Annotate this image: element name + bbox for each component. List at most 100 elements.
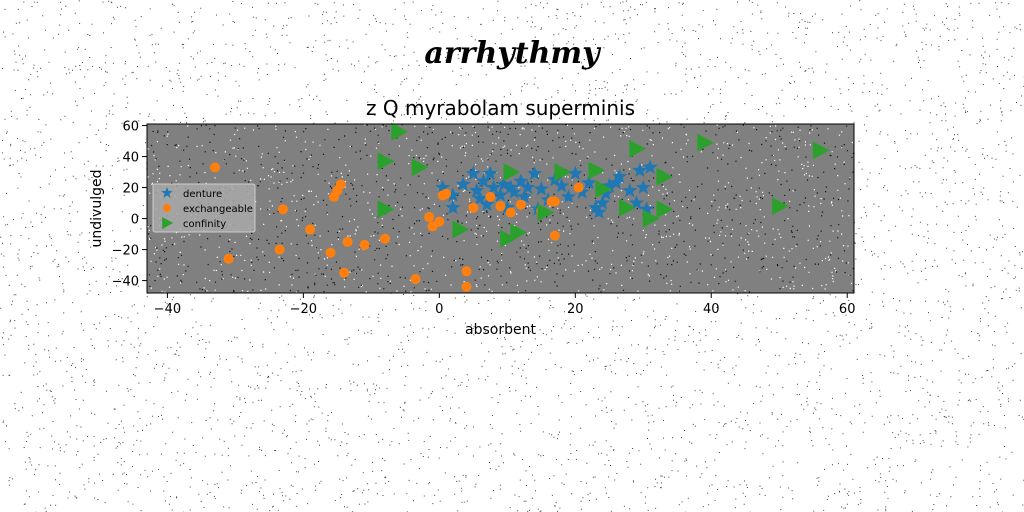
y-tick-label: −40 — [112, 275, 139, 290]
denture-point — [639, 201, 655, 216]
legend: denture exchangeable confinity — [152, 183, 256, 233]
denture-point — [611, 168, 628, 184]
figure-suptitle: arrhythmy — [424, 36, 600, 71]
exchangeable-point — [223, 253, 234, 264]
exchangeable-point — [410, 274, 421, 285]
legend-label-confinity: confinity — [183, 219, 226, 230]
denture-point — [554, 178, 570, 193]
x-tick-label: −20 — [290, 302, 317, 317]
confinity-point — [377, 200, 395, 219]
legend-label-exchangeable: exchangeable — [183, 204, 253, 215]
exchangeable-point — [549, 230, 560, 241]
exchangeable-point — [573, 182, 584, 193]
denture-point — [469, 182, 485, 198]
confinity-point — [619, 198, 636, 217]
y-tick-label: 20 — [122, 182, 139, 197]
denture-point — [503, 179, 519, 194]
confinity-point — [595, 180, 612, 199]
denture-point — [482, 165, 498, 181]
denture-point — [533, 181, 549, 196]
denture-point — [520, 179, 536, 194]
denture-point — [486, 179, 502, 194]
exchangeable-point — [434, 216, 445, 227]
denture-point — [475, 173, 492, 188]
x-tick-label: −40 — [154, 302, 181, 317]
plot-frame — [146, 123, 855, 294]
exchangeable-point — [325, 247, 336, 258]
denture-point — [574, 184, 590, 199]
confinity-point — [503, 163, 521, 182]
denture-point — [591, 204, 607, 219]
legend-marker-confinity — [162, 217, 174, 229]
confinity-point — [500, 229, 517, 248]
denture-point — [632, 162, 648, 177]
denture-point — [594, 195, 611, 210]
denture-point — [455, 176, 471, 191]
x-tick-label: 20 — [567, 302, 584, 317]
denture-point — [472, 190, 488, 205]
denture-point — [435, 179, 451, 194]
exchangeable-point — [342, 236, 353, 247]
exchangeable-point — [468, 202, 479, 213]
x-axis: −40 −20 0 20 40 60 — [154, 293, 856, 317]
confinity-point — [510, 223, 527, 242]
x-tick-label: 0 — [435, 302, 443, 317]
confinity-point — [588, 161, 606, 180]
exchangeable-point — [274, 244, 285, 255]
confinity-point — [772, 197, 789, 216]
y-axis: −40 −20 0 20 40 60 — [112, 120, 147, 290]
confinity-point — [537, 203, 555, 222]
exchangeable-point — [461, 281, 472, 292]
denture-point — [567, 165, 583, 181]
denture-point — [513, 173, 529, 188]
denture-point — [492, 187, 509, 202]
confinity-point — [377, 152, 395, 171]
confinity-point — [697, 133, 714, 152]
x-axis-label: absorbent — [465, 322, 536, 338]
confinity-point — [656, 167, 674, 186]
exchangeable-point — [495, 201, 506, 212]
denture-point — [516, 188, 532, 204]
exchangeable-point — [277, 204, 288, 215]
y-tick-label: 60 — [122, 120, 139, 135]
denture-point — [496, 176, 512, 191]
confinity-point — [656, 200, 674, 219]
confinity-point — [554, 163, 572, 182]
confinity-point — [629, 139, 646, 158]
y-tick-label: 0 — [131, 213, 139, 228]
data-marks — [209, 122, 830, 292]
confinity-point — [411, 158, 429, 177]
denture-point — [628, 195, 645, 210]
denture-point — [445, 199, 461, 215]
y-axis-label: undivulged — [89, 170, 105, 248]
exchangeable-point — [305, 224, 316, 235]
denture-point — [598, 185, 614, 201]
denture-point — [479, 196, 495, 212]
confinity-point — [812, 141, 830, 160]
legend-label-denture: denture — [183, 189, 222, 200]
denture-point — [465, 165, 481, 181]
legend-marker-exchangeable — [163, 204, 171, 212]
denture-point — [499, 199, 515, 215]
denture-point — [581, 174, 597, 190]
legend-marker-denture — [161, 187, 173, 198]
denture-point — [642, 159, 658, 174]
series-confinity — [377, 122, 830, 248]
denture-point — [526, 165, 543, 181]
exchangeable-point — [549, 196, 560, 207]
denture-point — [588, 199, 604, 215]
exchangeable-point — [485, 191, 496, 202]
x-tick-label: 60 — [839, 302, 856, 317]
denture-point — [635, 179, 651, 194]
y-tick-label: 40 — [122, 151, 139, 166]
exchangeable-point — [359, 239, 370, 250]
exchangeable-point — [339, 267, 350, 278]
denture-point — [622, 182, 638, 198]
series-exchangeable — [209, 162, 584, 292]
x-tick-label: 40 — [703, 302, 720, 317]
exchangeable-point — [461, 266, 472, 277]
y-tick-label: −20 — [112, 244, 139, 259]
denture-point — [445, 187, 461, 202]
exchangeable-point — [209, 162, 220, 173]
